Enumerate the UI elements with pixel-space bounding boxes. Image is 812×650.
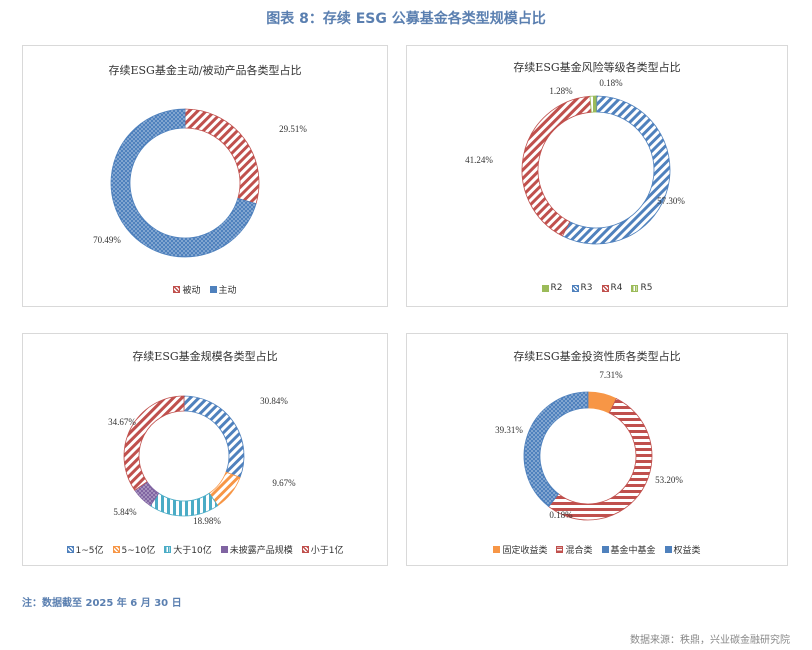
legend-swatch xyxy=(301,546,309,553)
donut-chart-svg: 0.18% 57.30% 41.24% 1.28% xyxy=(465,78,685,245)
donut-slice xyxy=(548,398,653,521)
legend-label: 被动 xyxy=(182,286,201,296)
legend-label: 混合类 xyxy=(565,546,593,556)
slice-data-label: 7.31% xyxy=(599,370,623,380)
slice-data-label: 9.67% xyxy=(272,478,296,488)
legend-label: 小于1亿 xyxy=(310,546,344,556)
legend-item: 5~10亿 xyxy=(112,543,156,556)
slice-data-label: 30.84% xyxy=(260,396,288,406)
slice-data-label: 5.84% xyxy=(113,507,137,517)
chart-legend: R2 R3 R4 R5 xyxy=(407,283,787,293)
legend-item: R2 xyxy=(541,283,563,293)
legend-item: R5 xyxy=(631,283,652,293)
legend-item: 大于10亿 xyxy=(164,543,212,556)
legend-item: 未披露产品规模 xyxy=(220,543,293,556)
donut-chart-svg: 7.31% 53.20% 0.18% 39.31% xyxy=(495,370,683,521)
legend-swatch xyxy=(631,284,639,292)
legend-item: 权益类 xyxy=(664,543,701,556)
legend-label: 5~10亿 xyxy=(121,546,156,556)
chart-panel-risk-level: 存续ESG基金风险等级各类型占比 0.18% 57.30% 41.24% 1.28% … xyxy=(406,45,788,307)
chart-title: 存续ESG基金主动/被动产品各类型占比 xyxy=(108,64,302,77)
donut-slice xyxy=(589,95,597,113)
legend-swatch xyxy=(493,546,501,553)
legend-swatch xyxy=(173,286,181,293)
legend-swatch xyxy=(601,546,609,553)
chart-panel-investment-type: 存续ESG基金投资性质各类型占比 7.31% 53.20% 0.18% 39.31% … xyxy=(406,333,788,566)
legend-label: 1~5亿 xyxy=(75,546,104,556)
footnote: 注：数据截至 2025 年 6 月 30 日 xyxy=(22,598,182,609)
legend-item: R4 xyxy=(601,283,623,293)
legend-swatch xyxy=(66,546,74,553)
donut-slice xyxy=(561,95,671,245)
slice-data-label: 1.28% xyxy=(549,86,573,96)
slice-data-label: 34.67% xyxy=(108,417,136,427)
slice-data-label: 70.49% xyxy=(93,235,121,245)
slice-data-label: 0.18% xyxy=(599,78,623,88)
legend-label: 主动 xyxy=(218,286,237,296)
slice-data-label: 57.30% xyxy=(657,196,685,206)
data-source: 数据来源：秩鼎，兴业碳金融研究院 xyxy=(630,635,790,646)
legend-label: R2 xyxy=(550,283,563,293)
chart-title: 存续ESG基金投资性质各类型占比 xyxy=(513,350,681,363)
chart-legend: 被动 主动 xyxy=(23,283,387,296)
legend-swatch xyxy=(541,284,549,292)
legend-item: 基金中基金 xyxy=(601,543,656,556)
legend-swatch xyxy=(164,546,172,553)
legend-label: 固定收益类 xyxy=(502,546,548,556)
chart-panel-fund-size: 存续ESG基金规模各类型占比 30.84% 9.67% 18.98% 5.84% 34.… xyxy=(22,333,388,566)
chart-legend: 1~5亿 5~10亿 大于10亿 未披露产品规模 小于1亿 xyxy=(23,543,387,556)
legend-swatch xyxy=(571,284,579,292)
legend-label: R3 xyxy=(580,283,593,293)
figure-title: 图表 8：存续 ESG 公募基金各类型规模占比 xyxy=(266,11,546,27)
legend-item: 小于1亿 xyxy=(301,543,344,556)
chart-legend: 固定收益类 混合类 基金中基金 权益类 xyxy=(407,543,787,556)
slice-data-label: 0.18% xyxy=(549,510,573,520)
legend-label: R5 xyxy=(640,283,653,293)
slice-data-label: 53.20% xyxy=(655,475,683,485)
legend-swatch xyxy=(112,546,120,553)
legend-item: 被动 xyxy=(173,283,201,296)
chart-title: 存续ESG基金规模各类型占比 xyxy=(132,350,278,363)
legend-label: 未披露产品规模 xyxy=(229,546,293,556)
slice-data-label: 41.24% xyxy=(465,155,493,165)
donut-slice xyxy=(523,391,589,507)
legend-swatch xyxy=(664,546,672,553)
legend-label: 大于10亿 xyxy=(173,546,212,556)
donut-slice xyxy=(110,108,257,258)
legend-item: 主动 xyxy=(209,283,237,296)
donut-chart-svg: 29.51% 70.49% xyxy=(93,108,307,258)
slice-data-label: 39.31% xyxy=(495,425,523,435)
legend-item: 混合类 xyxy=(556,543,593,556)
donut-chart-svg: 30.84% 9.67% 18.98% 5.84% 34.67% xyxy=(108,395,296,526)
legend-item: R3 xyxy=(571,283,593,293)
slice-data-label: 18.98% xyxy=(193,516,221,526)
legend-swatch xyxy=(220,546,228,553)
chart-panel-active-passive: 存续ESG基金主动/被动产品各类型占比 29.51% 70.49% 被动 主动 xyxy=(22,45,388,307)
legend-label: 基金中基金 xyxy=(610,546,656,556)
legend-label: 权益类 xyxy=(673,546,701,556)
donut-slice xyxy=(123,395,185,491)
legend-swatch xyxy=(209,286,217,293)
legend-swatch xyxy=(601,284,609,292)
legend-label: R4 xyxy=(610,283,623,293)
chart-title: 存续ESG基金风险等级各类型占比 xyxy=(513,61,681,74)
slice-data-label: 29.51% xyxy=(279,124,307,134)
legend-swatch xyxy=(556,546,564,553)
legend-item: 1~5亿 xyxy=(66,543,104,556)
legend-item: 固定收益类 xyxy=(493,543,547,556)
